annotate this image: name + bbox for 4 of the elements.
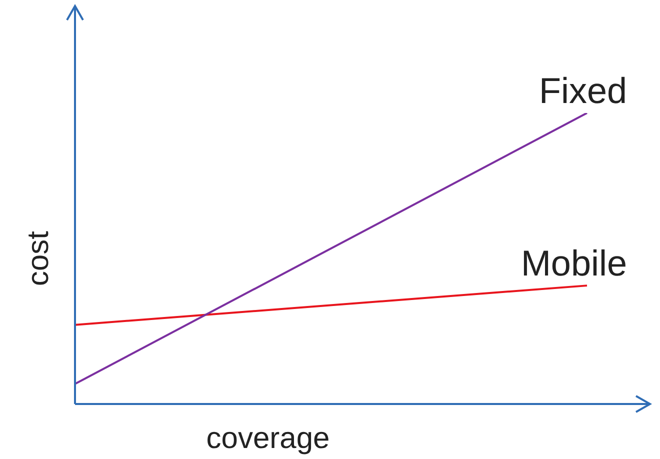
x-axis-title: coverage — [206, 422, 330, 455]
series-label: Fixed — [538, 70, 627, 111]
y-axis-title: cost — [22, 230, 55, 286]
series-label: Mobile — [520, 242, 627, 284]
